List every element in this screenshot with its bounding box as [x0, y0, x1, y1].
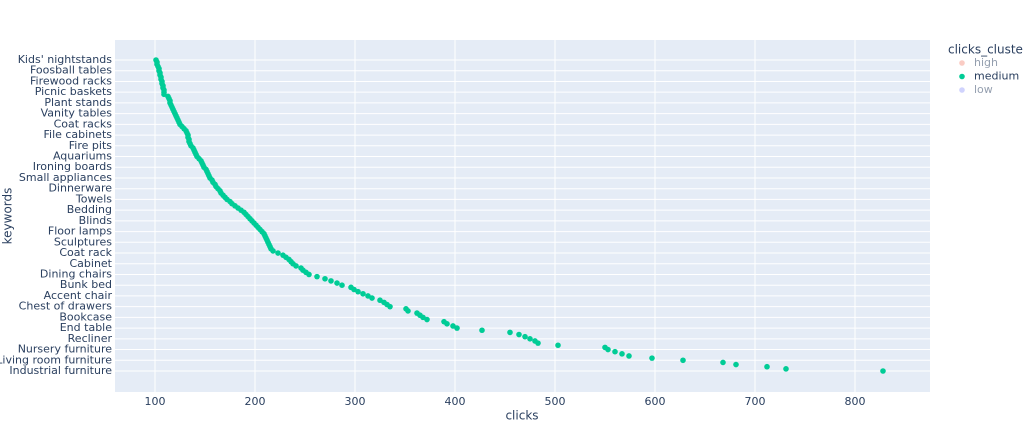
legend-label[interactable]: low	[974, 83, 993, 96]
y-tick-label: Kids' nightstands	[18, 53, 113, 66]
y-tick-label: Living room furniture	[0, 353, 112, 366]
x-tick-label: 400	[445, 395, 466, 408]
legend-label[interactable]: high	[974, 56, 998, 69]
point	[339, 282, 345, 289]
point	[360, 290, 366, 297]
point	[733, 361, 739, 368]
y-tick-label: Bunk bed	[60, 278, 112, 291]
y-tick-label: Accent chair	[44, 289, 113, 302]
point	[612, 348, 618, 355]
point	[450, 323, 456, 329]
point	[314, 273, 320, 280]
y-tick-label: Floor lamps	[48, 225, 112, 238]
y-tick-label: Picnic baskets	[35, 85, 113, 98]
y-tick-label: Towels	[75, 192, 112, 205]
point	[516, 331, 522, 338]
y-axis-title: keywords	[1, 188, 15, 245]
y-tick-label: Chest of drawers	[19, 300, 113, 313]
point	[414, 310, 420, 316]
y-tick-label: End table	[60, 321, 112, 334]
y-tick-label: Blinds	[79, 214, 113, 227]
x-tick-label: 700	[745, 395, 766, 408]
legend-title: clicks_cluster	[948, 43, 1024, 57]
y-tick-label: Industrial furniture	[9, 364, 112, 377]
point	[680, 357, 686, 364]
point	[322, 275, 328, 282]
x-tick-label: 300	[345, 395, 366, 408]
point	[334, 280, 340, 286]
y-tick-label: Foosball tables	[30, 64, 112, 77]
legend-label[interactable]: medium	[974, 70, 1019, 83]
y-tick-label: Plant stands	[44, 96, 112, 109]
x-axis-title: clicks	[505, 409, 538, 423]
point	[783, 366, 789, 372]
y-tick-label: Coat rack	[59, 246, 112, 259]
y-tick-label: Coat racks	[54, 117, 113, 130]
y-tick-label: Aquariums	[53, 150, 112, 163]
x-tick-label: 200	[245, 395, 266, 408]
y-tick-label: Sculptures	[54, 235, 112, 248]
point	[365, 293, 371, 299]
x-tick-label: 600	[645, 395, 666, 408]
point	[441, 318, 447, 325]
legend-marker	[959, 60, 965, 66]
y-tick-label: Dinnerware	[48, 182, 112, 195]
y-tick-label: Recliner	[68, 332, 113, 345]
point	[403, 306, 409, 312]
point	[555, 342, 561, 349]
point	[522, 333, 528, 340]
y-tick-label: Ironing boards	[33, 160, 112, 173]
legend-marker	[959, 73, 965, 80]
y-tick-label: Nursery furniture	[18, 343, 113, 356]
point	[153, 57, 159, 63]
point	[720, 359, 726, 366]
point	[280, 252, 286, 258]
point	[377, 297, 383, 304]
point	[532, 338, 538, 344]
point	[764, 363, 770, 370]
x-tick-label: 100	[145, 395, 166, 408]
point	[275, 250, 281, 256]
y-tick-label: Cabinet	[69, 257, 112, 270]
point	[649, 355, 655, 361]
y-tick-label: Bookcase	[59, 310, 112, 323]
point	[619, 351, 625, 357]
plot-area	[115, 40, 930, 392]
point	[348, 284, 354, 291]
point	[626, 353, 632, 359]
point	[479, 327, 485, 334]
point	[507, 329, 513, 336]
point	[602, 344, 608, 351]
x-tick-label: 500	[545, 395, 566, 408]
point	[527, 336, 533, 342]
y-tick-label: Firewood racks	[30, 74, 112, 87]
point	[298, 265, 304, 271]
y-tick-label: Bedding	[67, 203, 112, 216]
legend-marker	[959, 87, 965, 93]
y-tick-label: File cabinets	[43, 128, 112, 141]
x-tick-label: 800	[845, 395, 866, 408]
y-tick-label: Dining chairs	[40, 267, 112, 280]
point	[328, 278, 334, 284]
y-tick-label: Vanity tables	[41, 107, 113, 120]
y-tick-label: Fire pits	[69, 139, 112, 152]
y-tick-label: Small appliances	[19, 171, 112, 184]
point	[880, 368, 886, 374]
